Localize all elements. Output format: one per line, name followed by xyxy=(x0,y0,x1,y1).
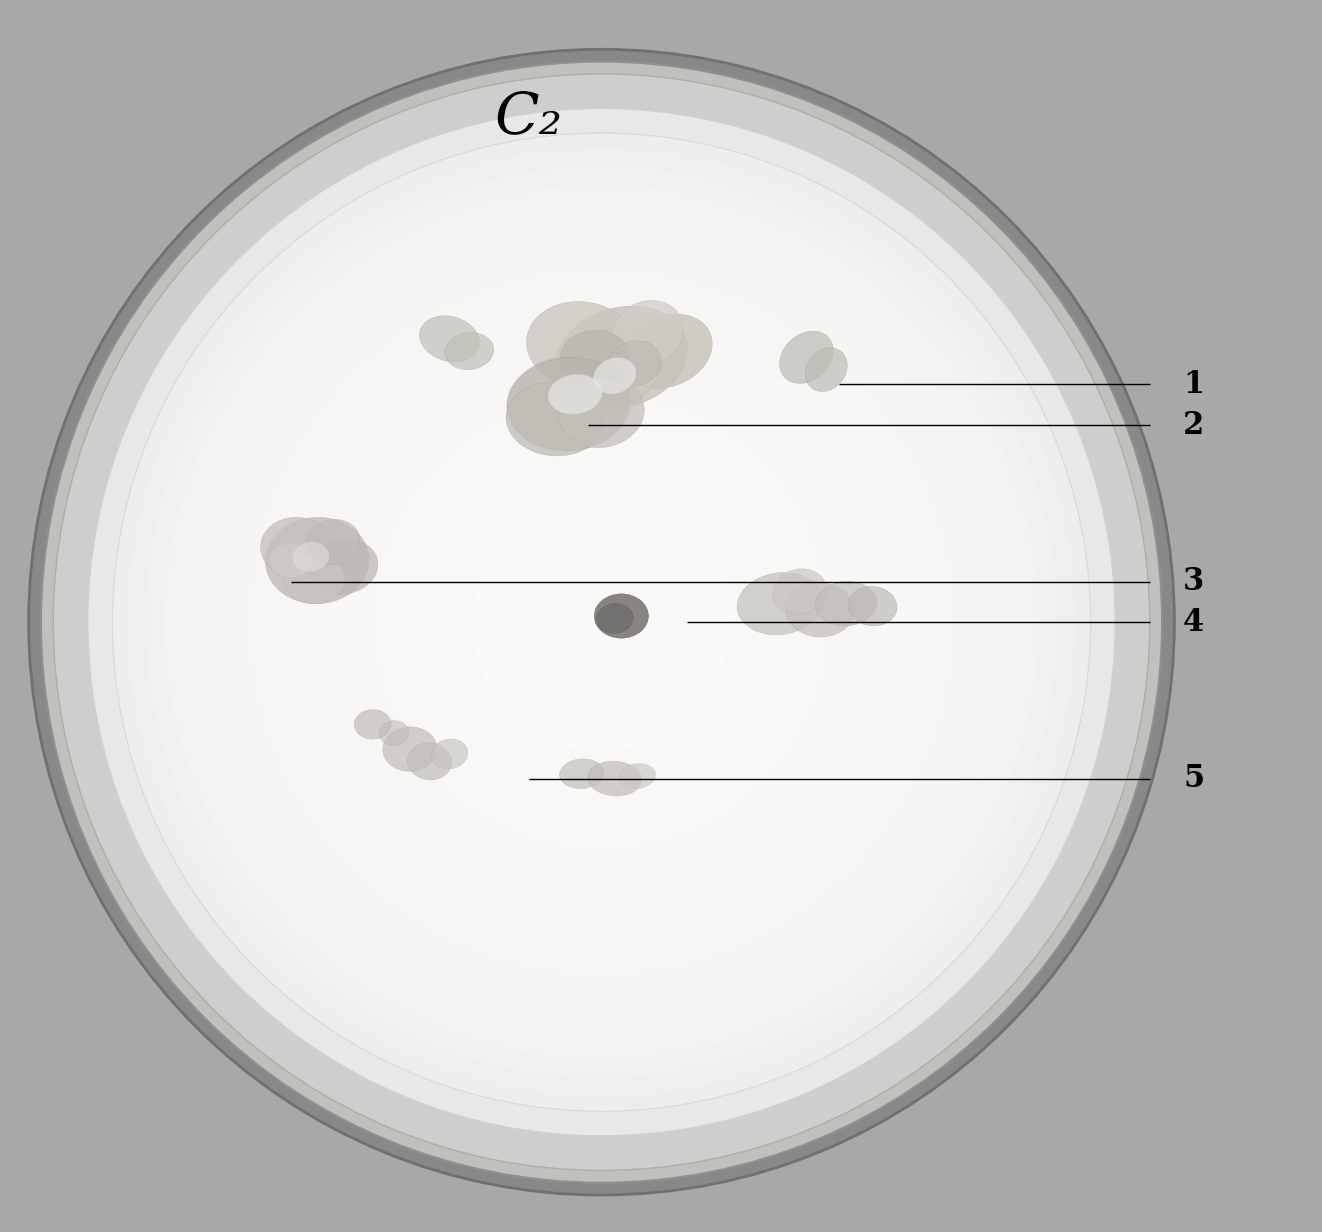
Ellipse shape xyxy=(407,743,452,780)
Ellipse shape xyxy=(309,540,378,594)
Ellipse shape xyxy=(785,583,854,637)
Ellipse shape xyxy=(29,49,1174,1195)
Ellipse shape xyxy=(374,394,829,850)
Ellipse shape xyxy=(506,382,604,456)
Ellipse shape xyxy=(145,166,1058,1078)
Ellipse shape xyxy=(608,341,661,386)
Text: 1: 1 xyxy=(1183,368,1204,400)
Text: 4: 4 xyxy=(1183,606,1204,638)
Ellipse shape xyxy=(555,307,687,408)
Ellipse shape xyxy=(526,302,637,388)
Ellipse shape xyxy=(506,357,631,451)
Ellipse shape xyxy=(816,582,876,626)
Ellipse shape xyxy=(549,375,602,414)
Ellipse shape xyxy=(805,347,847,392)
Ellipse shape xyxy=(444,333,494,370)
Ellipse shape xyxy=(213,234,990,1010)
Ellipse shape xyxy=(164,185,1039,1060)
Text: 3: 3 xyxy=(1183,565,1204,598)
Ellipse shape xyxy=(87,108,1116,1136)
Ellipse shape xyxy=(307,520,360,564)
Ellipse shape xyxy=(780,331,833,383)
Text: 2: 2 xyxy=(1183,409,1204,441)
Ellipse shape xyxy=(53,74,1150,1170)
Ellipse shape xyxy=(561,330,629,384)
Text: 5: 5 xyxy=(1183,763,1204,795)
Ellipse shape xyxy=(559,759,604,788)
Ellipse shape xyxy=(250,271,953,973)
Ellipse shape xyxy=(431,739,468,769)
Ellipse shape xyxy=(612,301,683,365)
Ellipse shape xyxy=(594,594,649,638)
Ellipse shape xyxy=(623,314,713,388)
Ellipse shape xyxy=(127,148,1076,1096)
Ellipse shape xyxy=(292,542,329,572)
Ellipse shape xyxy=(557,329,660,410)
Ellipse shape xyxy=(472,493,731,752)
Text: C₂: C₂ xyxy=(494,89,563,145)
Ellipse shape xyxy=(41,62,1162,1183)
Ellipse shape xyxy=(419,315,480,362)
Ellipse shape xyxy=(266,517,369,604)
Ellipse shape xyxy=(738,573,822,634)
Ellipse shape xyxy=(189,209,1014,1035)
Ellipse shape xyxy=(268,543,313,578)
Ellipse shape xyxy=(588,761,641,796)
Ellipse shape xyxy=(300,320,903,924)
Ellipse shape xyxy=(260,517,334,579)
Ellipse shape xyxy=(773,569,826,614)
Ellipse shape xyxy=(354,710,391,739)
Ellipse shape xyxy=(379,721,408,745)
Ellipse shape xyxy=(383,727,436,771)
Ellipse shape xyxy=(847,586,898,626)
Ellipse shape xyxy=(594,357,636,394)
Ellipse shape xyxy=(112,133,1091,1111)
Ellipse shape xyxy=(619,764,656,788)
Ellipse shape xyxy=(284,554,345,604)
Ellipse shape xyxy=(559,378,644,447)
Ellipse shape xyxy=(596,604,633,633)
